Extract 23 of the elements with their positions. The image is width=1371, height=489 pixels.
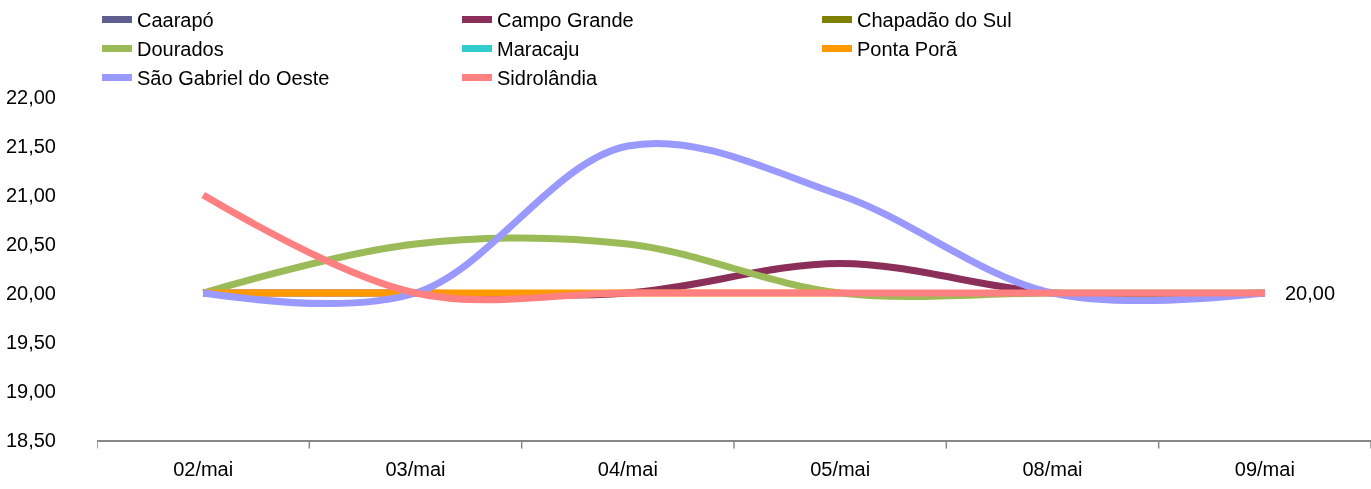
legend-label: Dourados: [137, 38, 224, 61]
x-tick-label: 08/mai: [1022, 457, 1083, 480]
y-tick-label: 19,00: [5, 380, 56, 402]
x-tick-label: 09/mai: [1234, 457, 1295, 480]
x-tick-label: 04/mai: [597, 457, 658, 480]
annotation: 20,00: [1285, 282, 1336, 304]
legend-label: Sidrolândia: [497, 67, 598, 90]
y-tick-label: 21,00: [5, 184, 56, 206]
legend-label: Caarapó: [137, 9, 214, 32]
y-tick-label: 22,00: [5, 86, 56, 108]
y-tick-label: 19,50: [5, 331, 56, 353]
y-tick-label: 20,00: [5, 282, 56, 304]
legend-label: São Gabriel do Oeste: [137, 67, 330, 90]
y-tick-label: 20,50: [5, 233, 56, 255]
x-tick-label: 05/mai: [810, 457, 871, 480]
y-tick-label: 21,50: [5, 135, 56, 157]
y-tick-label: 18,50: [5, 429, 56, 451]
legend-label: Chapadão do Sul: [857, 9, 1012, 32]
legend-label: Campo Grande: [497, 9, 634, 32]
x-tick-label: 03/mai: [385, 457, 446, 480]
x-tick-label: 02/mai: [173, 457, 234, 480]
legend-label: Ponta Porã: [857, 38, 958, 61]
legend-label: Maracaju: [497, 38, 580, 61]
